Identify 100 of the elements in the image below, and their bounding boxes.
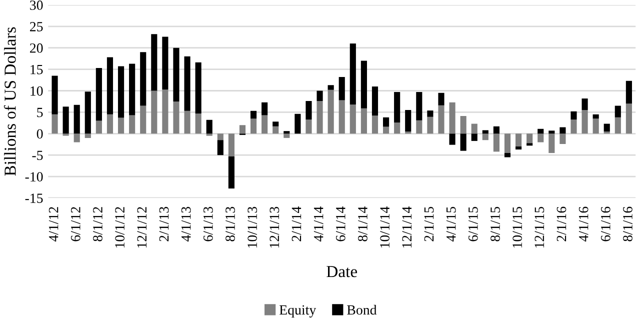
bar	[217, 140, 224, 156]
x-tick-label: 10/1/13	[248, 206, 258, 248]
bar	[504, 152, 511, 158]
bar	[416, 120, 422, 134]
bar	[316, 90, 323, 102]
bar	[173, 48, 180, 102]
y-axis-title: Billions of US Dollars	[4, 27, 16, 176]
bar	[482, 134, 488, 140]
x-tick-label: 8/1/13	[226, 206, 235, 242]
bar	[184, 110, 190, 134]
bar	[217, 134, 224, 140]
y-tick-label: -10	[25, 172, 43, 182]
bar	[62, 106, 69, 134]
bar	[228, 134, 234, 156]
bar	[405, 110, 412, 132]
bar	[504, 134, 511, 153]
bar	[360, 108, 367, 134]
bar	[272, 126, 279, 134]
bar	[614, 106, 621, 118]
bar	[626, 104, 632, 134]
x-tick-label: 8/1/12	[93, 207, 102, 242]
x-tick-label: 6/1/13	[204, 206, 213, 242]
bar	[538, 134, 544, 142]
bar	[106, 114, 114, 134]
legend-label: Equity	[280, 305, 316, 318]
bar	[118, 118, 124, 134]
bar	[151, 34, 158, 91]
bar	[427, 110, 434, 117]
bar	[449, 102, 456, 134]
bar	[96, 68, 102, 121]
bar	[438, 92, 444, 106]
bar	[151, 90, 158, 134]
bar	[592, 118, 599, 134]
bar	[460, 134, 466, 151]
x-tick-label: 10/1/15	[512, 206, 522, 248]
bar	[306, 119, 312, 134]
legend-label: Bond	[347, 304, 377, 315]
y-tick-label: 0	[36, 129, 43, 139]
bar	[52, 76, 58, 114]
bar	[250, 118, 257, 134]
x-tick-label: 12/1/13	[270, 206, 280, 248]
bar	[294, 114, 301, 134]
x-tick-label: 4/1/12	[48, 207, 58, 242]
x-tick-label: 6/1/15	[468, 206, 478, 242]
bar	[382, 117, 390, 127]
bar	[338, 100, 345, 134]
bar	[516, 134, 522, 147]
bar	[316, 101, 323, 134]
x-tick-label: 6/1/14	[336, 206, 346, 242]
x-tick-label: 6/1/12	[71, 207, 80, 242]
bar	[284, 134, 290, 138]
bar	[239, 125, 246, 134]
bar	[338, 77, 345, 100]
bar	[118, 66, 124, 118]
bar	[306, 101, 312, 120]
bar	[582, 110, 588, 134]
bar	[548, 134, 555, 153]
x-tick-label: 6/1/16	[601, 206, 610, 242]
y-tick-label: -5	[32, 150, 43, 160]
bar	[482, 130, 488, 134]
x-tick-label: 2/1/14	[292, 206, 302, 242]
x-axis-title: Date	[326, 266, 358, 278]
x-tick-label: 12/1/15	[534, 206, 544, 248]
bar	[416, 92, 422, 120]
x-tick-label: 4/1/14	[314, 206, 324, 242]
y-tick-label: 30	[30, 0, 43, 10]
bar	[52, 114, 58, 134]
bar	[626, 80, 632, 104]
bar	[372, 86, 378, 116]
x-tick-label: 2/1/13	[159, 206, 169, 242]
x-tick-label: 10/1/14	[380, 206, 390, 248]
bar	[570, 119, 577, 134]
x-tick-label: 2/1/16	[556, 206, 566, 242]
bar	[195, 113, 202, 134]
bar	[328, 85, 334, 90]
bar	[592, 114, 599, 119]
y-tick-label: -15	[25, 194, 43, 203]
bar	[360, 60, 367, 108]
bar	[493, 126, 500, 134]
bar	[526, 143, 533, 146]
x-tick-label: 12/1/14	[402, 206, 412, 248]
bar	[184, 56, 190, 111]
bar	[250, 110, 257, 119]
y-tick-label: 5	[37, 108, 43, 118]
bar	[471, 134, 478, 141]
bar	[394, 122, 400, 134]
bar	[74, 104, 80, 134]
x-tick-label: 8/1/14	[358, 206, 368, 242]
bar	[162, 36, 168, 90]
bar	[173, 101, 180, 134]
bar	[560, 134, 566, 144]
bar	[614, 117, 621, 134]
bar	[427, 116, 434, 134]
bar	[394, 92, 400, 122]
bar	[272, 122, 279, 126]
y-tick-label: 25	[30, 22, 43, 32]
bar	[206, 120, 212, 134]
bar	[74, 134, 80, 142]
x-tick-label: 2/1/15	[424, 206, 434, 242]
y-tick-label: 10	[30, 86, 43, 96]
